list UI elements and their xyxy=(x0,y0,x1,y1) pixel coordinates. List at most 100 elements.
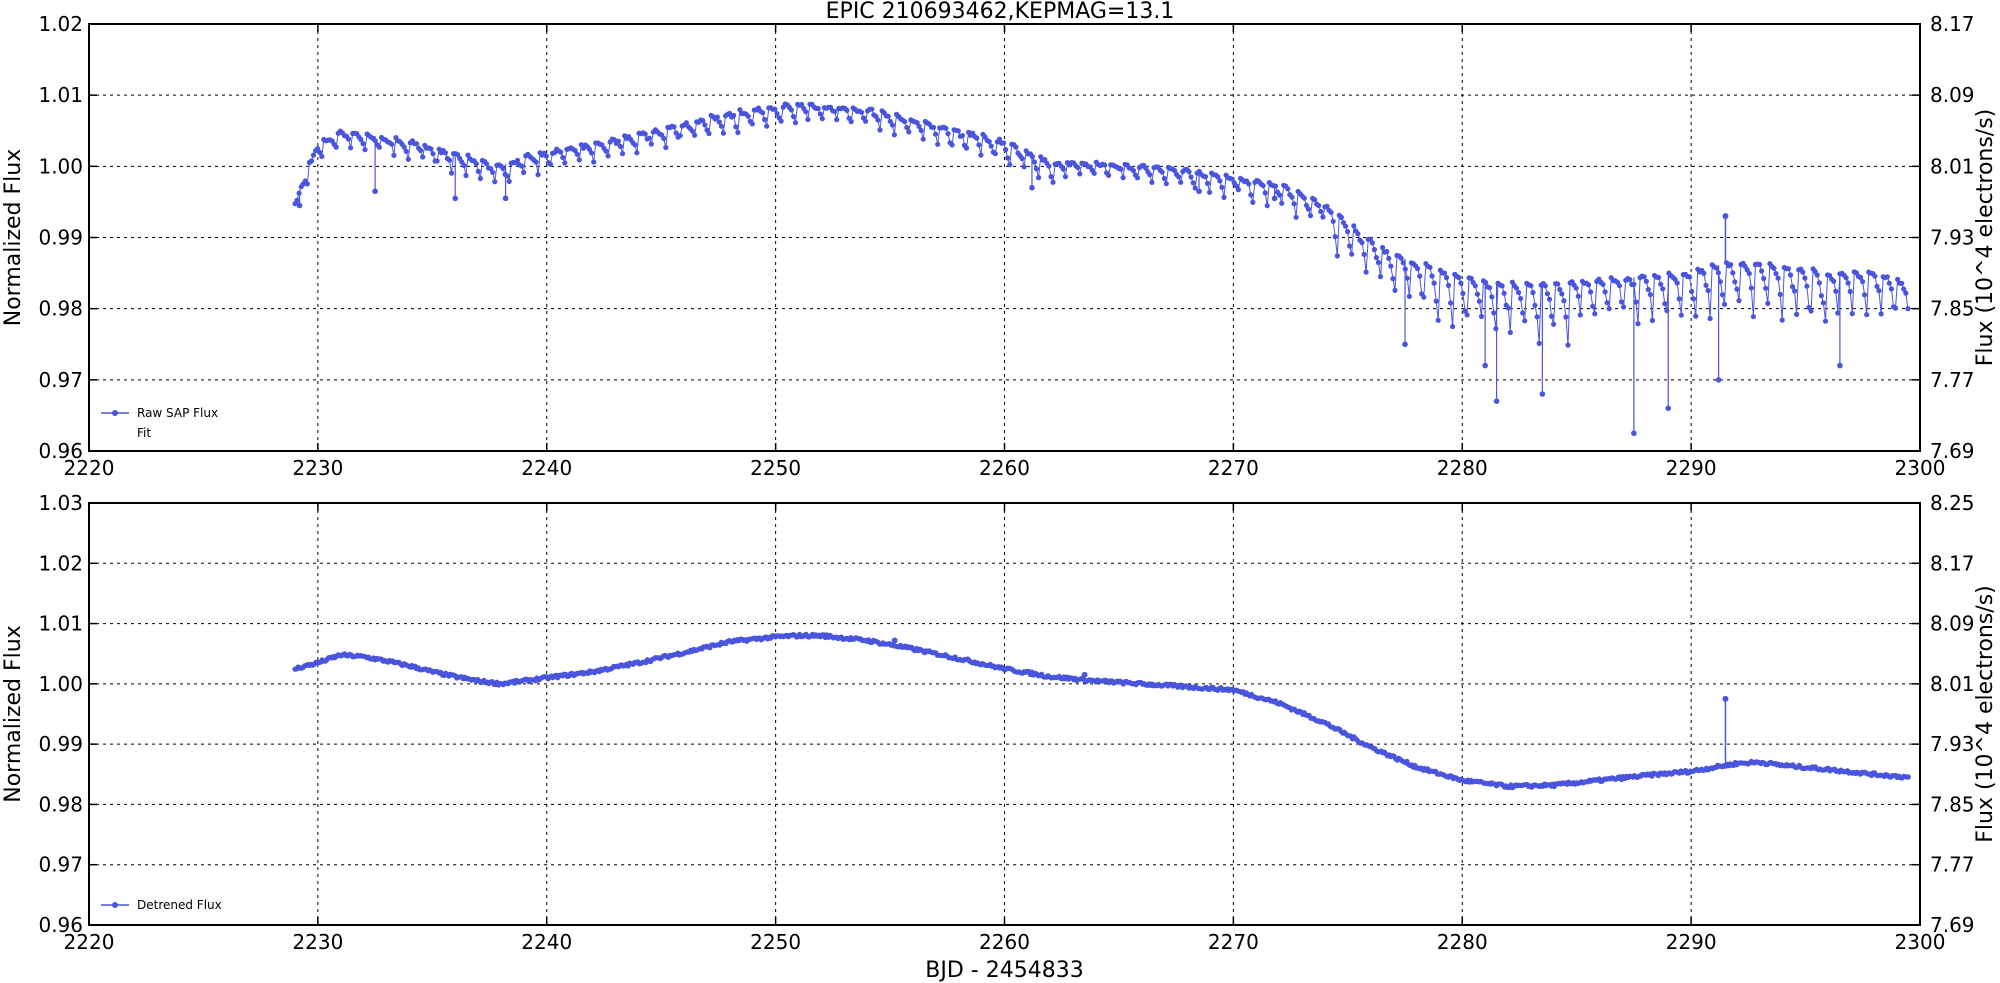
data-point xyxy=(1707,315,1713,322)
data-point xyxy=(1404,275,1410,281)
data-point xyxy=(1163,181,1169,187)
data-point xyxy=(889,122,896,128)
data-point xyxy=(733,124,739,130)
data-point xyxy=(473,161,479,167)
data-point xyxy=(1905,306,1911,312)
data-point xyxy=(1785,266,1791,272)
data-point xyxy=(1293,214,1299,220)
data-point xyxy=(1312,197,1318,203)
data-point xyxy=(1075,164,1081,171)
data-point xyxy=(1773,271,1779,277)
data-point xyxy=(1033,166,1040,172)
data-point xyxy=(448,170,455,176)
dip-point xyxy=(1482,362,1488,369)
data-point xyxy=(1190,180,1196,186)
data-point xyxy=(574,151,580,157)
data-point xyxy=(1384,248,1390,255)
data-point xyxy=(986,139,992,145)
data-point xyxy=(1789,284,1796,290)
data-point xyxy=(1586,282,1592,288)
data-point xyxy=(1060,166,1066,172)
data-point xyxy=(475,168,481,174)
data-point xyxy=(790,114,797,120)
data-point xyxy=(803,109,809,115)
data-point xyxy=(405,156,411,162)
data-point xyxy=(1761,275,1767,282)
data-point xyxy=(1705,287,1711,294)
data-point xyxy=(333,144,339,150)
data-point xyxy=(562,160,568,166)
data-point xyxy=(1342,223,1349,229)
data-point xyxy=(1291,201,1297,207)
dip-point xyxy=(1196,188,1202,195)
y-right-tick-label: 8.17 xyxy=(1930,551,1975,575)
data-point xyxy=(1645,286,1651,293)
data-point xyxy=(737,107,743,113)
data-point xyxy=(1332,234,1338,240)
data-point xyxy=(1172,168,1178,174)
data-point xyxy=(1318,208,1324,215)
data-point xyxy=(799,101,805,108)
x-tick-label: 2250 xyxy=(750,930,801,954)
data-point xyxy=(1750,314,1756,320)
data-point xyxy=(1380,244,1386,251)
data-point xyxy=(916,123,922,129)
x-tick-label: 2220 xyxy=(64,456,115,480)
y-tick-label: 1.01 xyxy=(38,612,83,636)
data-point xyxy=(1534,314,1540,320)
grid xyxy=(89,24,1920,451)
outlier-point xyxy=(1722,213,1729,220)
data-point xyxy=(1450,323,1456,330)
data-point xyxy=(492,179,498,185)
legend-label: Fit xyxy=(137,426,151,440)
data-point xyxy=(863,118,869,124)
data-point xyxy=(992,151,998,157)
data-point xyxy=(572,147,578,154)
x-tick-label: 2280 xyxy=(1437,456,1488,480)
legend-marker xyxy=(112,902,118,908)
data-point xyxy=(1359,240,1365,246)
data-point xyxy=(1386,255,1392,261)
dip-point xyxy=(1402,341,1408,348)
legend-label: Raw SAP Flux xyxy=(137,406,218,420)
x-tick-label: 2240 xyxy=(521,930,572,954)
data-point xyxy=(446,157,453,163)
data-point xyxy=(1192,185,1198,191)
data-point xyxy=(1458,280,1464,286)
data-point xyxy=(1818,293,1824,299)
data-point xyxy=(1493,326,1499,332)
data-point xyxy=(1007,162,1013,168)
data-point xyxy=(576,157,582,163)
data-point xyxy=(543,153,549,159)
data-point xyxy=(673,130,679,136)
data-point xyxy=(1277,192,1283,198)
data-point xyxy=(1719,292,1726,298)
data-point xyxy=(360,141,366,147)
data-point xyxy=(1577,312,1583,318)
data-point xyxy=(514,157,521,163)
dip-point xyxy=(1271,195,1278,202)
data-point xyxy=(1159,169,1165,175)
data-point xyxy=(1186,169,1192,175)
x-tick-label: 2270 xyxy=(1208,930,1259,954)
data-point xyxy=(648,141,654,147)
data-point xyxy=(1530,289,1536,296)
data-point xyxy=(1217,178,1223,184)
data-point xyxy=(1746,270,1752,277)
data-point xyxy=(1316,202,1322,209)
x-tick-label: 2270 xyxy=(1208,456,1259,480)
data-point xyxy=(634,150,640,156)
data-point xyxy=(1390,276,1396,282)
data-point xyxy=(1548,313,1555,319)
data-point xyxy=(1305,206,1311,212)
data-point xyxy=(589,150,595,156)
data-point xyxy=(1701,270,1707,276)
data-point xyxy=(1178,179,1184,185)
data-point xyxy=(642,131,648,137)
data-point xyxy=(788,107,795,113)
x-tick-label: 2300 xyxy=(1895,456,1946,480)
detrended-flux-panel: 2220 2230 2240 2250 2260 2270 2280 2290 2300 0.96… xyxy=(1,491,1998,983)
data-point xyxy=(1604,300,1610,306)
data-point xyxy=(304,181,310,187)
